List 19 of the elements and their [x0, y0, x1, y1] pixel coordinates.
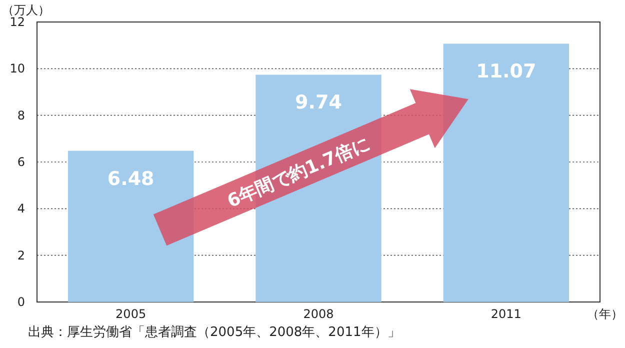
source-note: 出典：厚生労働省「患者調査（2005年、2008年、2011年）」 [28, 325, 400, 340]
bar [443, 44, 570, 302]
y-tick-label: 8 [17, 108, 25, 122]
data-label: 6.48 [107, 168, 154, 190]
x-tick-label: 2011 [490, 307, 522, 321]
data-label: 9.74 [295, 92, 342, 114]
x-axis-title: （年） [587, 307, 623, 321]
x-tick-label: 2008 [303, 307, 334, 321]
y-tick-label: 10 [10, 62, 25, 76]
y-tick-label: 2 [17, 248, 25, 262]
y-tick-label: 6 [17, 155, 25, 169]
y-axis-title: （万人） [2, 3, 50, 17]
bar [68, 150, 194, 302]
data-label: 11.07 [476, 60, 536, 83]
x-tick-label: 2005 [116, 307, 146, 321]
y-tick-label: 0 [17, 295, 25, 309]
annotation: 6年間で約1.7倍に [224, 133, 373, 212]
y-tick-label: 12 [10, 15, 25, 29]
y-tick-label: 4 [17, 202, 25, 216]
